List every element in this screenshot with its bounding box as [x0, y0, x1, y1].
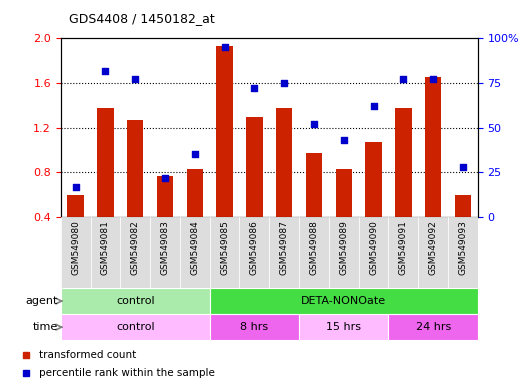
- Text: GSM549086: GSM549086: [250, 220, 259, 275]
- Point: [101, 68, 110, 74]
- Point: [71, 184, 80, 190]
- Bar: [90, 217, 120, 288]
- Point: [399, 76, 408, 83]
- Bar: [216, 46, 233, 217]
- Bar: [120, 217, 150, 288]
- Point: [131, 76, 139, 83]
- Point: [280, 80, 288, 86]
- Text: GSM549087: GSM549087: [280, 220, 289, 275]
- Bar: [150, 217, 180, 288]
- Bar: [97, 108, 114, 217]
- Bar: [395, 108, 411, 217]
- Bar: [365, 142, 382, 217]
- Text: GSM549089: GSM549089: [340, 220, 348, 275]
- Text: GDS4408 / 1450182_at: GDS4408 / 1450182_at: [69, 12, 214, 25]
- Text: GSM549092: GSM549092: [429, 220, 438, 275]
- Text: GSM549090: GSM549090: [369, 220, 378, 275]
- Text: GSM549081: GSM549081: [101, 220, 110, 275]
- Bar: [210, 217, 240, 288]
- Text: GSM549093: GSM549093: [458, 220, 467, 275]
- Bar: [269, 217, 299, 288]
- Text: GSM549085: GSM549085: [220, 220, 229, 275]
- Text: GSM549083: GSM549083: [161, 220, 169, 275]
- Bar: [61, 314, 210, 340]
- Text: 8 hrs: 8 hrs: [240, 322, 268, 332]
- Bar: [359, 217, 389, 288]
- Bar: [186, 169, 203, 217]
- Bar: [68, 195, 84, 217]
- Bar: [389, 314, 478, 340]
- Point: [250, 85, 259, 91]
- Bar: [157, 175, 173, 217]
- Point: [429, 76, 437, 83]
- Text: GSM549088: GSM549088: [309, 220, 318, 275]
- Bar: [448, 217, 478, 288]
- Bar: [240, 217, 269, 288]
- Bar: [418, 217, 448, 288]
- Bar: [306, 153, 322, 217]
- Text: GSM549080: GSM549080: [71, 220, 80, 275]
- Point: [161, 175, 169, 181]
- Text: 15 hrs: 15 hrs: [326, 322, 361, 332]
- Bar: [127, 120, 144, 217]
- Point: [370, 103, 378, 109]
- Bar: [210, 288, 478, 314]
- Point: [310, 121, 318, 127]
- Text: agent: agent: [26, 296, 58, 306]
- Bar: [210, 314, 299, 340]
- Bar: [425, 78, 441, 217]
- Bar: [180, 217, 210, 288]
- Point: [220, 44, 229, 50]
- Bar: [299, 314, 389, 340]
- Text: percentile rank within the sample: percentile rank within the sample: [39, 368, 215, 378]
- Text: GSM549091: GSM549091: [399, 220, 408, 275]
- Text: GSM549084: GSM549084: [190, 220, 199, 275]
- Point: [340, 137, 348, 143]
- Text: 24 hrs: 24 hrs: [416, 322, 451, 332]
- Text: GSM549082: GSM549082: [131, 220, 140, 275]
- Text: transformed count: transformed count: [39, 350, 136, 360]
- Bar: [336, 169, 352, 217]
- Bar: [276, 108, 293, 217]
- Bar: [455, 195, 471, 217]
- Bar: [299, 217, 329, 288]
- Bar: [389, 217, 418, 288]
- Point: [459, 164, 467, 170]
- Bar: [246, 116, 262, 217]
- Text: DETA-NONOate: DETA-NONOate: [301, 296, 386, 306]
- Text: control: control: [116, 322, 155, 332]
- Text: time: time: [33, 322, 58, 332]
- Bar: [61, 217, 90, 288]
- Bar: [329, 217, 359, 288]
- Bar: [61, 288, 210, 314]
- Point: [191, 151, 199, 157]
- Text: control: control: [116, 296, 155, 306]
